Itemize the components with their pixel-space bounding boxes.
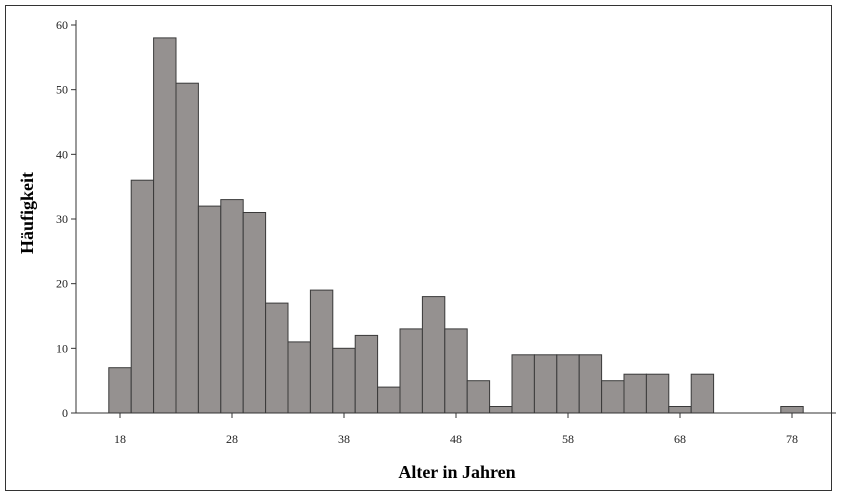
histogram-bar <box>399 328 423 414</box>
histogram-bar <box>153 37 177 414</box>
histogram-bar <box>668 406 692 414</box>
histogram-bar <box>309 289 334 414</box>
y-tick-label: 60 <box>56 18 68 32</box>
y-tick-label: 30 <box>56 212 68 226</box>
histogram-bar <box>780 406 804 414</box>
x-tick-label: 58 <box>562 432 574 446</box>
histogram-bar <box>578 354 603 414</box>
x-tick-label: 78 <box>786 432 798 446</box>
histogram-bar <box>690 373 715 414</box>
histogram-bar <box>332 347 356 414</box>
y-tick-label: 10 <box>56 341 68 355</box>
histogram-bar <box>511 354 535 414</box>
x-tick-label: 38 <box>338 432 350 446</box>
y-tick-label: 0 <box>62 406 68 420</box>
histogram-bar <box>242 212 267 414</box>
histogram-bar <box>130 179 155 414</box>
histogram-bar <box>556 354 580 414</box>
y-tick-label: 20 <box>56 277 68 291</box>
histogram-bar <box>354 334 379 414</box>
histogram-bar <box>533 354 558 414</box>
y-ticks-group: 0 10 20 30 40 50 60 <box>56 18 76 420</box>
histogram-bar <box>623 373 647 414</box>
histogram-bar <box>377 386 401 414</box>
histogram-bar <box>601 380 625 414</box>
x-tick-label: 68 <box>674 432 686 446</box>
histogram-bar <box>175 82 199 414</box>
histogram-bar <box>645 373 670 414</box>
histogram-bar <box>466 380 491 414</box>
histogram-bar <box>421 296 446 414</box>
y-tick-label: 50 <box>56 83 68 97</box>
histogram-bar <box>265 302 289 414</box>
x-ticks-group: 18 28 38 48 58 68 78 <box>114 413 798 446</box>
histogram-bar <box>444 328 468 414</box>
histogram-bar <box>287 341 311 414</box>
histogram-bar <box>108 367 132 414</box>
x-axis-title: Alter in Jahren <box>398 462 515 482</box>
y-axis-title: Häufigkeit <box>17 172 37 254</box>
histogram-bar <box>197 205 222 414</box>
y-tick-label: 40 <box>56 147 68 161</box>
x-tick-label: 28 <box>226 432 238 446</box>
histogram-bar <box>220 199 244 414</box>
x-tick-label: 48 <box>450 432 462 446</box>
histogram-bar <box>489 406 513 414</box>
x-tick-label: 18 <box>114 432 126 446</box>
bars-group <box>108 37 804 414</box>
